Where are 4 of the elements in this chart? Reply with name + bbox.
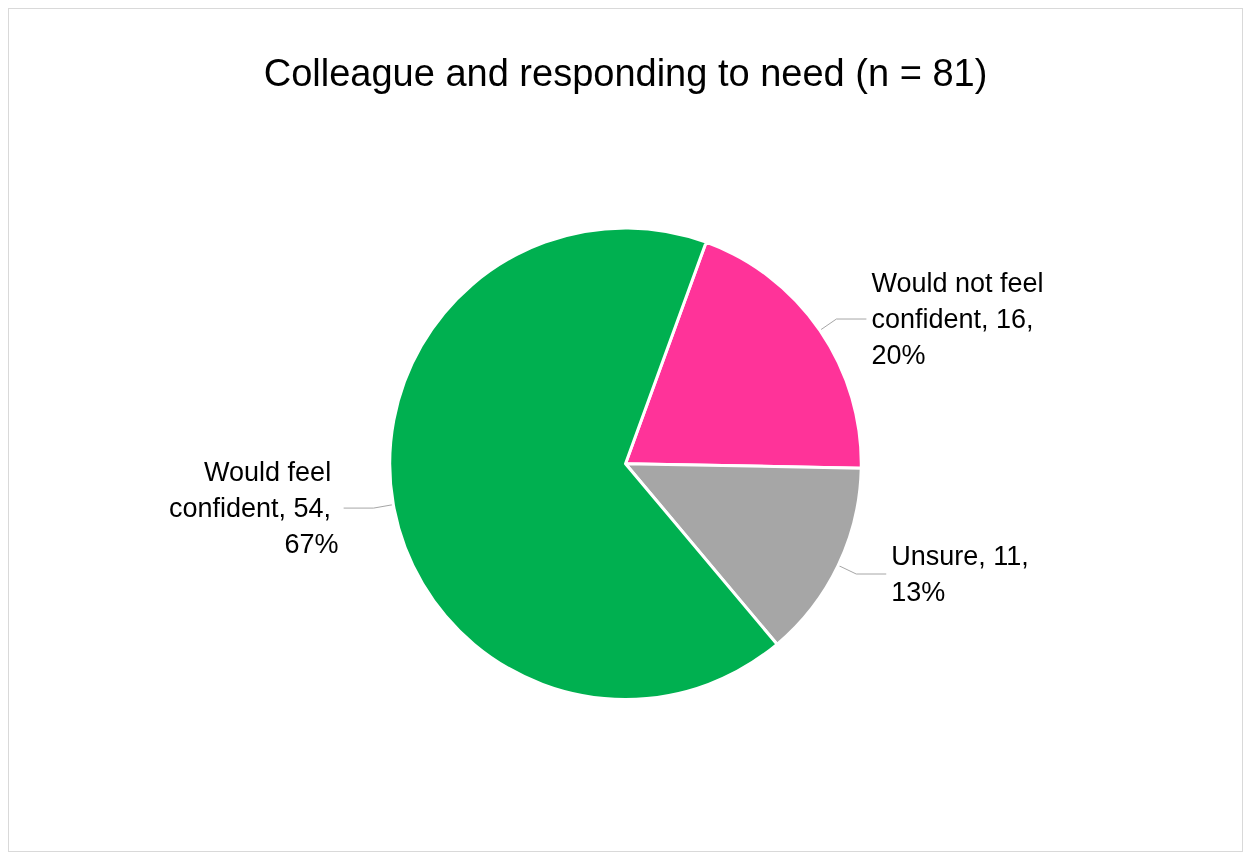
chart-title: Colleague and responding to need (n = 81) xyxy=(263,52,988,94)
slice-label: Would feel confident, 54, 67% xyxy=(169,457,339,560)
slice-label: Unsure, 11, 13% xyxy=(891,541,1037,608)
slice-label: Would not feel confident, 16, 20% xyxy=(871,268,1052,371)
